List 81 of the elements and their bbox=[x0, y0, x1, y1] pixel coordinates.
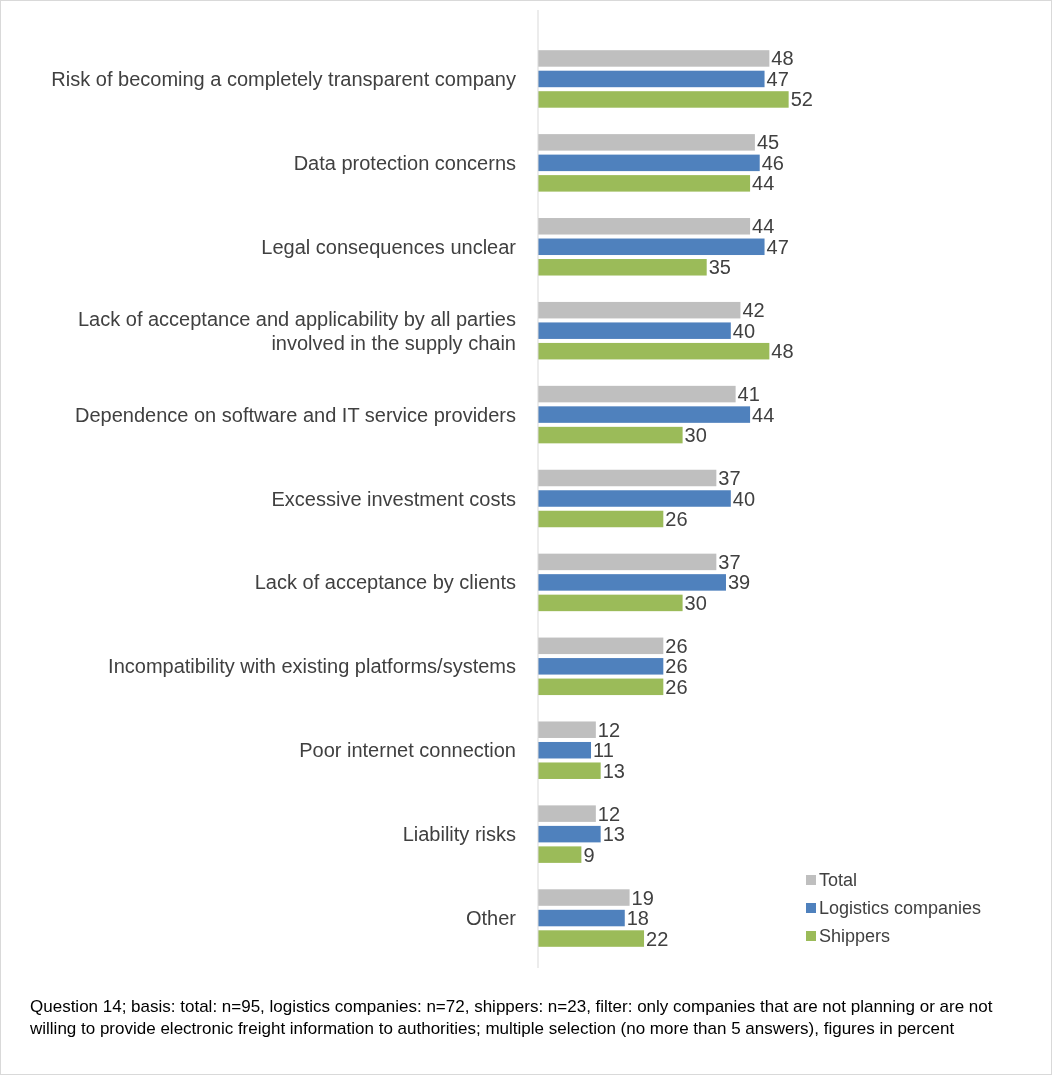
bar bbox=[538, 741, 592, 759]
data-label: 9 bbox=[583, 843, 595, 866]
bar bbox=[538, 889, 630, 906]
bar bbox=[538, 469, 717, 487]
legend-label: Shippers bbox=[819, 926, 891, 946]
y-tick-label: Risk of becoming a completely transparent company bbox=[51, 67, 516, 90]
data-label: 30 bbox=[684, 424, 707, 447]
data-label: 40 bbox=[732, 319, 756, 342]
y-tick-label: Poor internet connection bbox=[299, 739, 516, 762]
legend-label: Logistics companies bbox=[819, 898, 982, 918]
bar bbox=[538, 594, 683, 612]
data-label: 26 bbox=[665, 508, 688, 530]
bar bbox=[538, 930, 645, 947]
data-label: 44 bbox=[752, 403, 775, 426]
bar bbox=[538, 553, 717, 571]
bar bbox=[538, 218, 751, 235]
y-tick-label: Data protection concerns bbox=[293, 151, 516, 174]
y-tick-label: Dependence on software and IT service providers bbox=[75, 403, 516, 426]
data-label: 13 bbox=[602, 759, 625, 782]
data-label: 40 bbox=[732, 487, 756, 510]
data-label: 41 bbox=[737, 383, 760, 406]
y-tick-label: Excessive investment costs bbox=[271, 487, 516, 510]
data-label: 26 bbox=[665, 675, 688, 698]
bar bbox=[538, 574, 726, 591]
bar bbox=[538, 406, 751, 423]
data-label: 30 bbox=[684, 591, 707, 614]
data-label: 18 bbox=[626, 907, 650, 930]
bar bbox=[538, 426, 683, 444]
data-label: 47 bbox=[766, 235, 789, 258]
data-label: 39 bbox=[727, 571, 751, 594]
bar bbox=[538, 322, 731, 339]
bar bbox=[538, 50, 770, 67]
data-label: 26 bbox=[665, 634, 688, 657]
data-label: 44 bbox=[752, 215, 775, 238]
data-label: 12 bbox=[597, 802, 621, 825]
y-tick-label: Lack of acceptance by clients bbox=[254, 571, 516, 594]
data-label: 45 bbox=[756, 131, 780, 154]
data-label: 46 bbox=[761, 151, 784, 174]
data-label: 22 bbox=[646, 927, 669, 950]
y-tick-label: Legal consequences unclear bbox=[261, 235, 517, 258]
y-tick-label: Other bbox=[465, 907, 517, 930]
data-label: 13 bbox=[602, 823, 625, 846]
y-tick-label: Lack of acceptance and applicability by all parties involved in the supply chain bbox=[77, 307, 516, 354]
text: Question 14; basis: total: n=95, logistics companies: n=72, shippers: n=23, filter: only companies that are not planning or are not willing to provide electronic freight information to authorities; multiple selection (no more than 5 answers), figures in percent bbox=[29, 997, 993, 1038]
data-label: 26 bbox=[665, 655, 688, 678]
bar bbox=[538, 721, 596, 738]
data-label: 19 bbox=[631, 886, 654, 909]
bar bbox=[538, 637, 664, 655]
legend-label: Total bbox=[819, 870, 858, 890]
bar bbox=[538, 70, 765, 88]
data-label: 47 bbox=[766, 67, 789, 90]
data-label: 48 bbox=[771, 340, 794, 363]
data-label: 44 bbox=[752, 172, 775, 195]
data-label: 52 bbox=[790, 88, 813, 111]
bar bbox=[538, 762, 601, 779]
bar bbox=[538, 678, 664, 696]
y-tick-label: Incompatibility with existing platforms/systems bbox=[108, 655, 516, 678]
bar bbox=[538, 909, 625, 927]
bar bbox=[538, 805, 596, 822]
y-tick-label: Liability risks bbox=[402, 823, 516, 846]
data-label: 35 bbox=[708, 256, 731, 279]
bar bbox=[538, 846, 582, 863]
bar bbox=[538, 825, 601, 843]
bar bbox=[538, 238, 765, 256]
bar bbox=[538, 91, 789, 108]
bar bbox=[538, 510, 664, 528]
data-label: 42 bbox=[742, 299, 765, 322]
bar bbox=[538, 175, 751, 192]
bar bbox=[538, 385, 736, 403]
data-label: 37 bbox=[718, 467, 741, 489]
bar bbox=[538, 342, 770, 360]
bar bbox=[538, 658, 664, 675]
data-label: 37 bbox=[718, 550, 741, 573]
data-label: 11 bbox=[593, 739, 614, 762]
data-label: 12 bbox=[597, 718, 621, 741]
bar bbox=[538, 490, 731, 507]
bar bbox=[538, 154, 760, 172]
bar bbox=[538, 134, 755, 151]
data-label: 48 bbox=[771, 47, 794, 70]
bar bbox=[538, 259, 707, 276]
bar bbox=[538, 301, 741, 319]
